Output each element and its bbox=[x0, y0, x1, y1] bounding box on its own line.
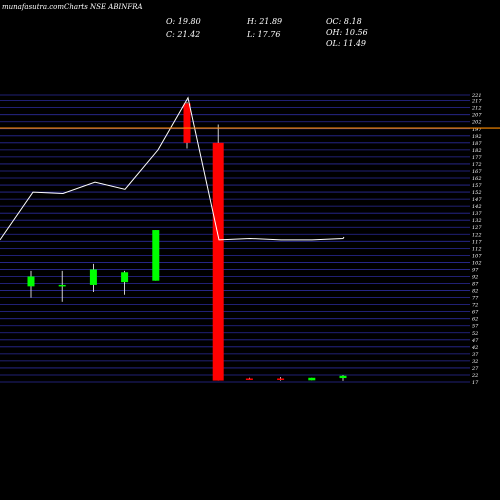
candle-body bbox=[212, 142, 224, 381]
y-tick-label: 47 bbox=[471, 338, 479, 344]
y-tick-label: 182 bbox=[472, 148, 482, 154]
y-tick-label: 72 bbox=[472, 303, 478, 309]
y-tick-label: 207 bbox=[471, 113, 482, 119]
y-tick-label: 32 bbox=[472, 359, 478, 365]
y-tick-label: 102 bbox=[472, 260, 482, 266]
y-tick-label: 117 bbox=[472, 239, 482, 245]
y-tick-label: 17 bbox=[472, 380, 479, 386]
y-tick-label: 202 bbox=[471, 120, 482, 126]
candle-body bbox=[27, 276, 35, 287]
y-tick-label: 22 bbox=[471, 373, 478, 379]
candle-body bbox=[339, 375, 347, 379]
candle-body bbox=[183, 103, 191, 143]
y-tick-label: 187 bbox=[472, 141, 482, 147]
y-tick-label: 62 bbox=[472, 317, 478, 323]
y-tick-label: 217 bbox=[471, 99, 482, 105]
candle-body bbox=[152, 230, 160, 281]
y-tick-label: 67 bbox=[472, 310, 479, 316]
oc-stat: OC: 8.18 bbox=[326, 17, 362, 26]
y-tick-label: 221 bbox=[471, 93, 482, 99]
candle-body bbox=[89, 269, 97, 285]
candle-body bbox=[277, 378, 285, 380]
y-tick-label: 142 bbox=[472, 204, 482, 210]
y-tick-label: 127 bbox=[472, 225, 482, 231]
candle-body bbox=[245, 378, 253, 380]
y-tick-label: 137 bbox=[472, 211, 482, 217]
candle-body bbox=[58, 284, 66, 287]
close-stat: C: 21.42 bbox=[166, 30, 201, 39]
y-tick-label: 172 bbox=[472, 162, 482, 168]
y-tick-label: 157 bbox=[472, 183, 482, 189]
y-tick-label: 197 bbox=[472, 127, 482, 133]
y-tick-label: 177 bbox=[472, 155, 482, 161]
candle-body bbox=[308, 377, 316, 381]
high-stat: H: 21.89 bbox=[247, 17, 283, 26]
y-tick-label: 147 bbox=[472, 197, 482, 203]
y-tick-label: 57 bbox=[472, 324, 479, 330]
volume-line bbox=[0, 96, 345, 241]
y-tick-label: 37 bbox=[472, 352, 479, 358]
y-tick-label: 112 bbox=[472, 246, 482, 252]
candle-body bbox=[121, 272, 129, 283]
y-tick-label: 162 bbox=[472, 176, 482, 182]
y-tick-label: 192 bbox=[472, 134, 482, 140]
y-tick-label: 52 bbox=[472, 331, 478, 337]
chart-title: Charts NSE ABINFRA bbox=[64, 3, 143, 11]
y-tick-label: 77 bbox=[472, 296, 479, 302]
y-tick-label: 167 bbox=[472, 169, 482, 175]
y-tick-label: 107 bbox=[472, 253, 482, 259]
brand-title: munafasutra.comCharts NSE ABINFRA bbox=[2, 3, 143, 11]
open-stat: O: 19.80 bbox=[166, 17, 201, 26]
y-tick-label: 82 bbox=[472, 289, 478, 295]
y-tick-label: 132 bbox=[472, 218, 482, 224]
y-tick-label: 97 bbox=[472, 267, 479, 273]
y-tick-label: 92 bbox=[472, 274, 478, 280]
y-tick-label: 27 bbox=[471, 366, 479, 372]
y-tick-label: 122 bbox=[472, 232, 482, 238]
y-tick-label: 87 bbox=[472, 282, 479, 288]
y-tick-label: 212 bbox=[471, 106, 482, 112]
oh-stat: OH: 10.56 bbox=[326, 28, 368, 37]
low-stat: L: 17.76 bbox=[247, 30, 281, 39]
y-tick-label: 152 bbox=[472, 190, 482, 196]
y-tick-label: 42 bbox=[471, 345, 478, 351]
ol-stat: OL: 11.49 bbox=[326, 39, 367, 48]
site-name: munafasutra.com bbox=[2, 3, 65, 11]
